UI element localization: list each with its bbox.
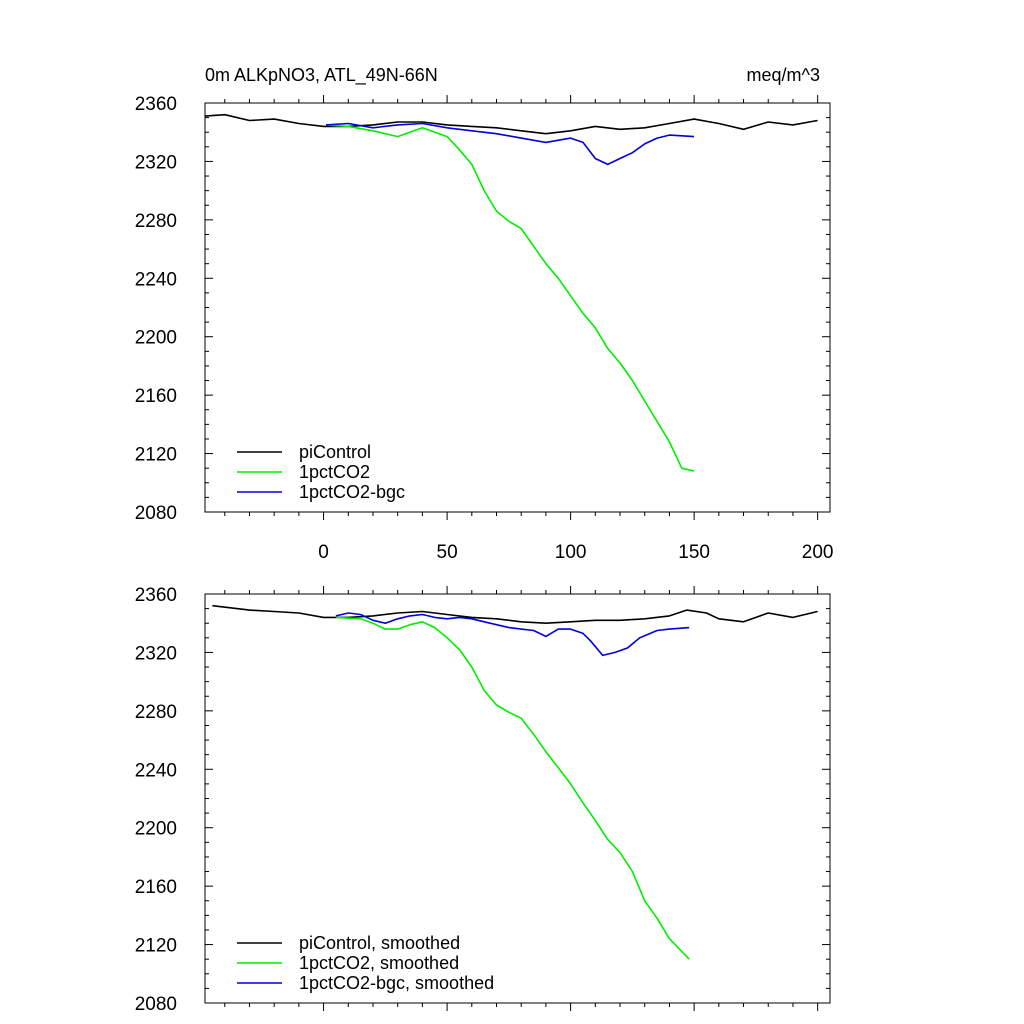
y-tick-label: 2360 xyxy=(135,94,177,115)
y-tick-label: 2280 xyxy=(135,211,177,232)
y-tick-label: 2240 xyxy=(135,760,177,781)
y-tick-label: 2160 xyxy=(135,877,177,898)
y-tick-label: 2240 xyxy=(135,269,177,290)
y-tick-label: 2200 xyxy=(135,328,177,349)
series-line-1 xyxy=(212,604,818,625)
legend-label-3: 1pctCO2-bgc, smoothed xyxy=(299,973,494,993)
legend-label-3: 1pctCO2-bgc xyxy=(299,482,405,502)
y-tick-label: 2080 xyxy=(135,503,177,524)
y-tick-label: 2320 xyxy=(135,643,177,664)
y-tick-label: 2160 xyxy=(135,386,177,407)
series-line-3 xyxy=(325,122,695,166)
x-tick-label: 50 xyxy=(437,542,458,563)
chart-panel-1: 2080 2120 2160 2200 2240 2280 2320 2360 0 50 100 15… xyxy=(135,65,834,563)
legend-label-1: piControl xyxy=(299,442,371,462)
y-tick-label: 2320 xyxy=(135,152,177,173)
x-tick-label: 150 xyxy=(678,542,710,563)
y-tick-label: 2120 xyxy=(135,445,177,466)
series-line-2 xyxy=(325,124,695,472)
y-tick-label: 2120 xyxy=(135,936,177,957)
y-tick-label: 2200 xyxy=(135,819,177,840)
x-tick-label: 100 xyxy=(555,542,587,563)
legend-label-1: piControl, smoothed xyxy=(299,933,460,953)
legend-label-2: 1pctCO2 xyxy=(299,462,370,482)
y-tick-label: 2280 xyxy=(135,702,177,723)
chart-units: meq/m^3 xyxy=(747,65,820,85)
series-line-3 xyxy=(335,612,690,657)
y-tick-label: 2360 xyxy=(135,585,177,606)
y-tick-label: 2080 xyxy=(135,994,177,1015)
series-line-2 xyxy=(335,616,690,960)
legend-label-2: 1pctCO2, smoothed xyxy=(299,953,459,973)
series-line-1 xyxy=(204,113,818,135)
x-tick-label: 0 xyxy=(318,542,329,563)
chart-title: 0m ALKpNO3, ATL_49N-66N xyxy=(205,65,438,86)
chart-panel-2: 2080 2120 2160 2200 2240 2280 2320 2360 piContro… xyxy=(135,585,831,1015)
x-tick-label: 200 xyxy=(802,542,834,563)
